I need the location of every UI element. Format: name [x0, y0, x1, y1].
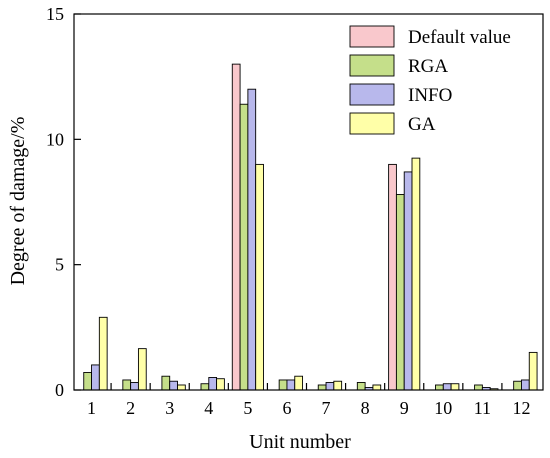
bar-ga-unit-10 — [450, 383, 460, 391]
bar-ga-unit-5 — [255, 163, 264, 391]
bar-info-unit-5 — [247, 88, 257, 391]
bar-rga-unit-7 — [317, 384, 327, 391]
bar-rga-unit-10 — [435, 384, 444, 391]
x-tick-label-6: 6 — [282, 398, 291, 418]
legend-swatch-info — [349, 83, 395, 106]
bar-ga-unit-1 — [98, 316, 108, 391]
legend-label-rga: RGA — [408, 56, 448, 77]
bar-rga-unit-1 — [83, 372, 92, 391]
x-tick-label-7: 7 — [322, 398, 331, 418]
legend-swatch-rga — [349, 54, 395, 77]
bar-rga-unit-11 — [474, 384, 483, 391]
bar-rga-unit-9 — [395, 194, 405, 391]
bar-ga-unit-6 — [294, 375, 304, 391]
bar-ga-unit-7 — [333, 380, 343, 391]
legend-swatch-ga — [349, 112, 395, 135]
bar-default-value-unit-9 — [388, 163, 397, 391]
x-tick-label-5: 5 — [243, 398, 252, 418]
x-tick-label-1: 1 — [87, 398, 96, 418]
y-tick-label-15: 15 — [46, 4, 64, 24]
x-tick-label-11: 11 — [474, 398, 491, 418]
bar-info-unit-10 — [442, 383, 452, 391]
bar-ga-unit-3 — [177, 384, 186, 391]
x-tick-label-9: 9 — [400, 398, 409, 418]
y-tick-label-10: 10 — [46, 129, 64, 149]
legend: Default value RGA INFO GA — [349, 25, 511, 135]
bar-info-unit-4 — [208, 377, 218, 391]
x-tick-label-8: 8 — [361, 398, 370, 418]
bar-info-unit-9 — [403, 171, 413, 391]
x-tick-label-12: 12 — [512, 398, 530, 418]
plot-frame — [73, 13, 544, 391]
bar-rga-unit-8 — [356, 382, 366, 391]
x-tick-label-3: 3 — [165, 398, 174, 418]
bar-rga-unit-4 — [200, 383, 210, 391]
legend-swatch-default-value — [349, 25, 395, 48]
y-tick-label-0: 0 — [55, 380, 64, 400]
bar-rga-unit-12 — [513, 380, 522, 391]
bars-group — [83, 63, 538, 391]
bar-rga-unit-3 — [161, 375, 171, 391]
bar-default-value-unit-5 — [231, 63, 241, 391]
legend-label-ga: GA — [408, 114, 436, 135]
bar-rga-unit-2 — [122, 379, 132, 391]
bar-ga-unit-9 — [411, 157, 421, 391]
bar-info-unit-2 — [130, 382, 139, 391]
bar-info-unit-1 — [91, 364, 100, 391]
legend-label-info: INFO — [408, 85, 452, 106]
x-tick-label-10: 10 — [434, 398, 452, 418]
y-tick-label-5: 5 — [55, 255, 64, 275]
bar-info-unit-6 — [286, 379, 296, 391]
bar-ga-unit-8 — [372, 384, 382, 391]
bar-ga-unit-12 — [528, 351, 538, 391]
bar-info-unit-3 — [169, 380, 178, 391]
legend-label-default-value: Default value — [408, 27, 511, 48]
bar-info-unit-12 — [521, 379, 530, 391]
bar-info-unit-7 — [325, 382, 335, 391]
x-tick-label-4: 4 — [204, 398, 213, 418]
x-tick-label-2: 2 — [126, 398, 135, 418]
bar-rga-unit-5 — [239, 103, 249, 391]
bar-ga-unit-2 — [137, 348, 147, 391]
bar-rga-unit-6 — [278, 379, 288, 391]
y-axis-title: Degree of damage/% — [7, 117, 29, 286]
x-axis-title: Unit number — [249, 431, 351, 453]
bar-ga-unit-4 — [216, 378, 225, 391]
